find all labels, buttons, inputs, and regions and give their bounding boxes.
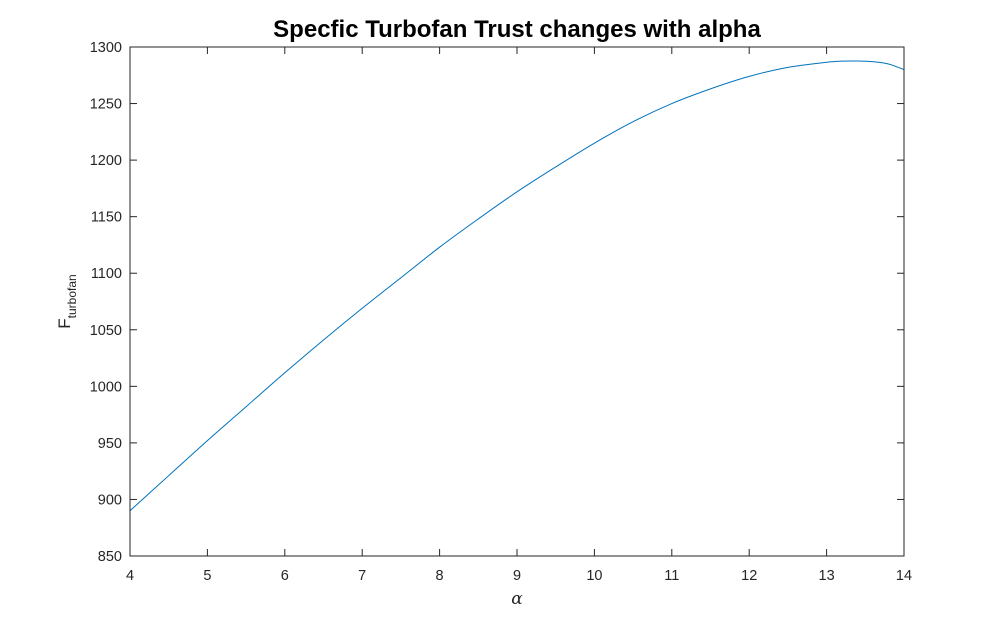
y-tick-label: 1000 — [90, 379, 122, 395]
y-tick-label: 1250 — [90, 97, 122, 113]
plot-area — [130, 47, 904, 556]
plot-box — [129, 46, 905, 557]
x-tick-label: 13 — [819, 568, 835, 584]
x-tick-label: 8 — [436, 568, 444, 584]
series-line — [129, 60, 905, 512]
x-axis: 4 5 6 7 8 9 10 11 12 13 14 — [126, 47, 912, 584]
x-tick-label: 14 — [896, 568, 912, 584]
x-tick-label: 4 — [126, 568, 134, 584]
x-tick-label: 12 — [741, 568, 757, 584]
x-tick-label: 5 — [203, 568, 211, 584]
y-tick-label: 1150 — [91, 210, 122, 226]
x-tick-label: 9 — [513, 568, 521, 584]
y-tick-label: 1300 — [90, 40, 122, 56]
y-tick-label: 1200 — [90, 153, 122, 169]
y-tick-label: 1050 — [90, 323, 122, 339]
y-tick-label: 950 — [98, 436, 122, 452]
x-tick-label: 6 — [281, 568, 289, 584]
x-tick-label: 10 — [586, 568, 602, 584]
y-axis-label: Fturbofan — [55, 274, 79, 328]
x-tick-label: 7 — [358, 568, 366, 584]
y-tick-label: 850 — [98, 549, 122, 565]
y-tick-label: 900 — [98, 492, 122, 508]
x-tick-label: 11 — [664, 568, 679, 584]
y-axis: 850 900 950 1000 1050 1100 1150 1200 1250 1300 — [90, 40, 904, 565]
y-tick-label: 1100 — [91, 266, 122, 282]
chart-title: Specfic Turbofan Trust changes with alph… — [273, 16, 761, 43]
y-axis-label-subscript: turbofan — [65, 274, 79, 318]
x-axis-label: α — [511, 589, 523, 609]
y-axis-label-base: F — [55, 318, 74, 328]
series-layer — [129, 60, 905, 512]
